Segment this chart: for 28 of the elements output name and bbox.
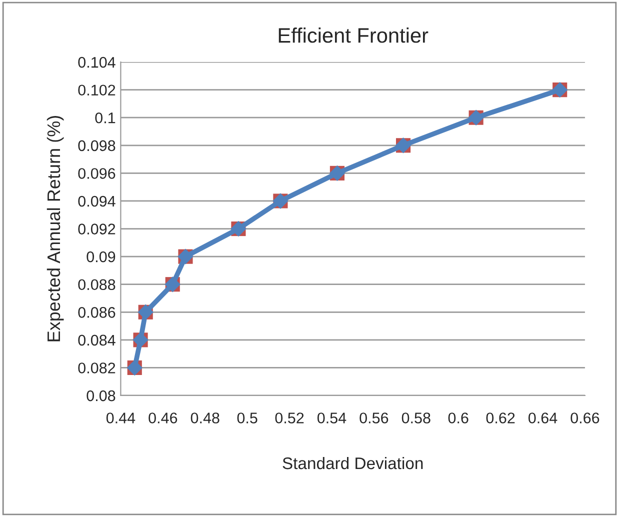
y-tick-label: 0.09 xyxy=(86,251,116,262)
x-tick-label: 0.44 xyxy=(106,412,136,424)
x-tick-label: 0.62 xyxy=(486,412,515,424)
y-tick-label: 0.092 xyxy=(78,224,116,234)
x-tick-label: 0.52 xyxy=(275,412,304,424)
y-axis-title: Expected Annual Return (%) xyxy=(46,116,64,342)
y-tick-label: 0.098 xyxy=(78,140,116,152)
x-tick-label: 0.66 xyxy=(570,412,600,424)
x-tick-label: 0.6 xyxy=(448,412,468,424)
y-tick-label: 0.096 xyxy=(78,168,116,179)
y-tick-label: 0.084 xyxy=(78,334,116,346)
x-axis-title: Standard Deviation xyxy=(282,456,423,470)
x-tick-label: 0.64 xyxy=(528,412,558,424)
y-tick-label: 0.104 xyxy=(78,56,116,68)
y-tick-label: 0.082 xyxy=(78,362,116,374)
y-tick-label: 0.08 xyxy=(86,390,116,402)
y-tick-label: 0.088 xyxy=(78,279,116,290)
x-tick-label: 0.56 xyxy=(360,412,388,424)
x-tick-label: 0.58 xyxy=(402,412,430,424)
x-tick-label: 0.46 xyxy=(148,412,178,424)
chart-title: Efficient Frontier xyxy=(278,28,428,43)
y-tick-label: 0.094 xyxy=(78,196,116,207)
y-tick-label: 0.086 xyxy=(78,307,116,318)
x-tick-label: 0.48 xyxy=(190,412,220,424)
x-tick-label: 0.5 xyxy=(237,412,258,424)
y-tick-label: 0.102 xyxy=(78,84,116,96)
x-tick-label: 0.54 xyxy=(317,412,346,424)
y-tick-label: 0.1 xyxy=(95,112,116,124)
